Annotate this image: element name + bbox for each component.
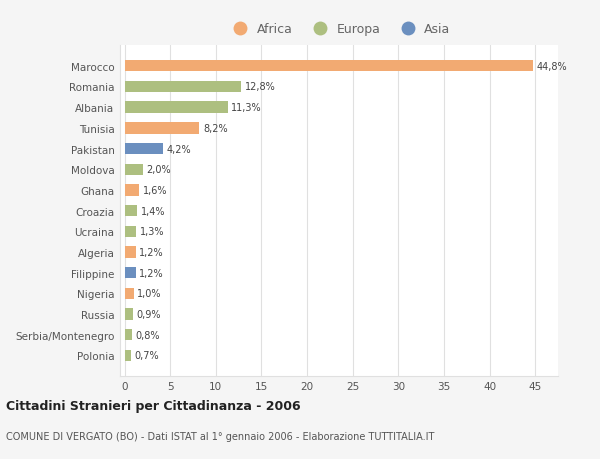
Bar: [125, 226, 136, 237]
Text: 1,4%: 1,4%: [141, 206, 166, 216]
Text: 0,9%: 0,9%: [136, 309, 161, 319]
Text: 0,8%: 0,8%: [136, 330, 160, 340]
Bar: [125, 350, 131, 361]
Bar: [125, 123, 199, 134]
Bar: [125, 61, 533, 72]
Text: 2,0%: 2,0%: [146, 165, 171, 175]
Text: 1,0%: 1,0%: [137, 289, 162, 299]
Text: 44,8%: 44,8%: [537, 62, 568, 72]
Bar: [125, 206, 137, 217]
Text: COMUNE DI VERGATO (BO) - Dati ISTAT al 1° gennaio 2006 - Elaborazione TUTTITALIA: COMUNE DI VERGATO (BO) - Dati ISTAT al 1…: [6, 431, 434, 442]
Bar: [125, 102, 227, 113]
Text: 1,6%: 1,6%: [143, 185, 167, 196]
Bar: [125, 164, 143, 175]
Bar: [125, 82, 241, 93]
Bar: [125, 185, 139, 196]
Bar: [125, 268, 136, 279]
Legend: Africa, Europa, Asia: Africa, Europa, Asia: [228, 23, 450, 36]
Text: 11,3%: 11,3%: [232, 103, 262, 113]
Text: 8,2%: 8,2%: [203, 123, 227, 134]
Text: 1,2%: 1,2%: [139, 268, 164, 278]
Text: Cittadini Stranieri per Cittadinanza - 2006: Cittadini Stranieri per Cittadinanza - 2…: [6, 399, 301, 412]
Bar: [125, 288, 134, 299]
Text: 1,3%: 1,3%: [140, 227, 164, 237]
Bar: [125, 247, 136, 258]
Text: 4,2%: 4,2%: [167, 144, 191, 154]
Bar: [125, 330, 132, 341]
Text: 12,8%: 12,8%: [245, 82, 276, 92]
Text: 0,7%: 0,7%: [134, 351, 159, 361]
Bar: [125, 309, 133, 320]
Text: 1,2%: 1,2%: [139, 247, 164, 257]
Bar: [125, 144, 163, 155]
